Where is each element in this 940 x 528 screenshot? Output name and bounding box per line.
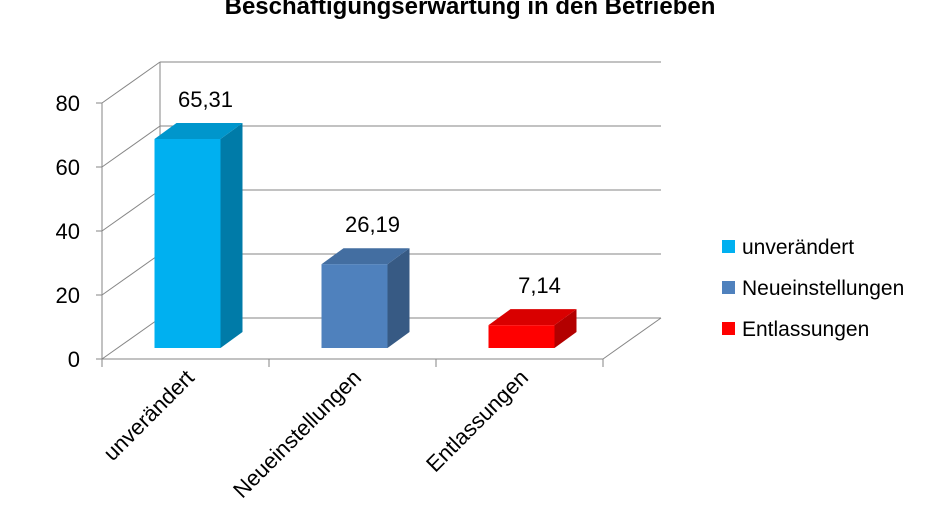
x-tick-label: Entlassungen	[421, 365, 533, 477]
data-label: 7,14	[518, 273, 561, 298]
data-label: 26,19	[345, 212, 400, 237]
y-tick-label: 40	[56, 219, 80, 244]
bar-top	[321, 248, 410, 265]
gridline-side	[101, 189, 161, 232]
bar-side	[554, 309, 577, 348]
gridline-side	[101, 125, 161, 168]
floor-right-edge	[602, 317, 662, 360]
data-label: 65,31	[178, 87, 233, 112]
bar-2	[321, 264, 388, 348]
legend-label: Neueinstellungen	[742, 277, 904, 300]
legend-swatch	[722, 322, 735, 335]
legend-swatch	[722, 240, 735, 253]
y-tick-label: 20	[56, 283, 80, 308]
gridline-side	[101, 61, 161, 104]
bar-side	[220, 123, 243, 349]
legend-swatch	[722, 281, 735, 294]
x-tick-label: unverändert	[98, 365, 199, 466]
chart-title: Beschäftigungserwartung in den Betrieben	[225, 0, 716, 20]
y-tick-label: 80	[56, 91, 80, 116]
legend-label: unverändert	[742, 236, 854, 259]
y-tick-label: 60	[56, 155, 80, 180]
bar-3	[488, 325, 555, 348]
bar-side	[387, 248, 410, 348]
bar-top	[488, 309, 577, 326]
x-tick-label: Neueinstellungen	[228, 365, 366, 503]
gridline-side	[101, 253, 161, 296]
gridline-side	[101, 317, 161, 360]
bar-1	[154, 139, 221, 348]
legend-label: Entlassungen	[742, 318, 869, 341]
y-tick-label: 0	[68, 347, 80, 372]
bar-top	[154, 123, 243, 140]
